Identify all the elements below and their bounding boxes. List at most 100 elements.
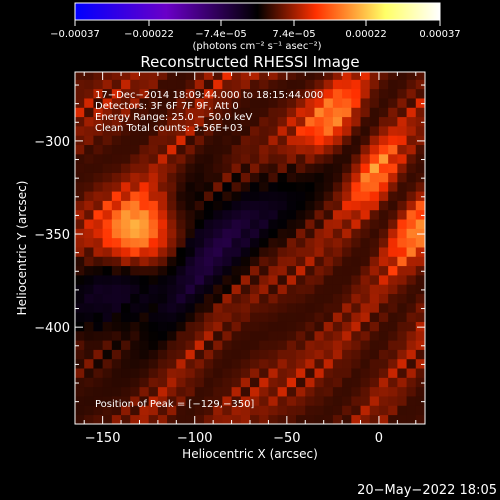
heatmap-cell [268, 135, 279, 146]
heatmap-cell [213, 88, 223, 99]
heatmap-cell [378, 135, 389, 146]
heatmap-cell [296, 312, 306, 322]
heatmap-cell [305, 265, 315, 276]
heatmap-cell [84, 144, 94, 155]
heatmap-cell [84, 349, 94, 360]
heatmap-cell [360, 358, 371, 369]
heatmap-cell [342, 126, 352, 136]
heatmap-cell [277, 377, 288, 388]
heatmap-cell [102, 135, 113, 146]
heatmap-cell [360, 321, 371, 332]
heatmap-cell [194, 405, 205, 416]
heatmap-cell [277, 209, 288, 220]
heatmap-cell [231, 340, 242, 350]
heatmap-cell [93, 72, 104, 80]
heatmap-cell [305, 256, 315, 267]
heatmap-cell [286, 98, 297, 108]
heatmap-cell [259, 107, 269, 118]
heatmap-cell [268, 181, 279, 192]
heatmap-cell [268, 358, 279, 369]
heatmap-cell [240, 126, 251, 136]
heatmap-cell [296, 181, 306, 192]
heatmap-cell [268, 302, 279, 313]
heatmap-cell [75, 79, 85, 90]
heatmap-cell [286, 116, 297, 127]
heatmap-cell [277, 265, 288, 276]
heatmap-cell [240, 293, 251, 304]
heatmap-cell [194, 275, 205, 285]
heatmap-cell [130, 275, 140, 285]
heatmap-cell [194, 219, 205, 229]
heatmap-cell [406, 293, 417, 304]
heatmap-cell [148, 200, 159, 211]
heatmap-cell [268, 321, 279, 332]
heatmap-cell [167, 79, 177, 90]
heatmap-cell [397, 256, 407, 267]
heatmap-cell [268, 172, 279, 183]
heatmap-cell [148, 414, 159, 424]
heatmap-cell [203, 293, 214, 304]
heatmap-cell [194, 72, 205, 80]
heatmap-cell [342, 275, 352, 285]
heatmap-cell [139, 72, 150, 80]
heatmap-cell [84, 135, 94, 146]
heatmap-cell [75, 163, 85, 173]
heatmap-cell [176, 219, 186, 229]
heatmap-cell [342, 144, 352, 155]
heatmap-cell [139, 181, 150, 192]
heatmap-cell [369, 209, 380, 220]
heatmap-cell [369, 200, 380, 211]
heatmap-cell [84, 126, 94, 136]
heatmap-cell [111, 107, 122, 118]
heatmap-cell [406, 135, 417, 146]
heatmap-cell [121, 98, 131, 108]
heatmap-cell [305, 191, 315, 201]
heatmap-cell [176, 228, 186, 239]
heatmap-cell [351, 116, 361, 127]
heatmap-cell [388, 126, 398, 136]
heatmap-cell [157, 107, 168, 118]
heatmap-cell [148, 79, 159, 90]
heatmap-cell [203, 163, 214, 173]
heatmap-cell [139, 312, 150, 322]
heatmap-cell [75, 377, 85, 388]
heatmap-cell [93, 191, 104, 201]
heatmap-cell [75, 386, 85, 397]
heatmap-cell [240, 330, 251, 341]
heatmap-cell [259, 79, 269, 90]
heatmap-cell [378, 349, 389, 360]
heatmap-cell [185, 275, 196, 285]
heatmap-cell [378, 405, 389, 416]
heatmap-cell [305, 377, 315, 388]
heatmap-cell [415, 144, 425, 155]
heatmap-cell [351, 358, 361, 369]
heatmap-cell [121, 368, 131, 378]
heatmap-cell [268, 247, 279, 257]
heatmap-cell [93, 312, 104, 322]
heatmap-cell [176, 247, 186, 257]
heatmap-cell [378, 228, 389, 239]
heatmap-cell [360, 172, 371, 183]
heatmap-cell [240, 312, 251, 322]
heatmap-cell [213, 284, 223, 295]
heatmap-cell [130, 321, 140, 332]
heatmap-cell [176, 293, 186, 304]
heatmap-cell [360, 116, 371, 127]
heatmap-cell [240, 265, 251, 276]
heatmap-cell [369, 275, 380, 285]
heatmap-cell [102, 368, 113, 378]
heatmap-cell [342, 414, 352, 424]
heatmap-cell [194, 172, 205, 183]
heatmap-cell [102, 144, 113, 155]
heatmap-cell [378, 256, 389, 267]
heatmap-cell [314, 321, 325, 332]
heatmap-cell [213, 256, 223, 267]
heatmap-cell [286, 386, 297, 397]
heatmap-cell [84, 405, 94, 416]
heatmap-cell [351, 405, 361, 416]
heatmap-cell [121, 209, 131, 220]
heatmap-cell [286, 228, 297, 239]
heatmap-cell [176, 396, 186, 406]
heatmap-cell [75, 405, 85, 416]
heatmap-cell [111, 368, 122, 378]
